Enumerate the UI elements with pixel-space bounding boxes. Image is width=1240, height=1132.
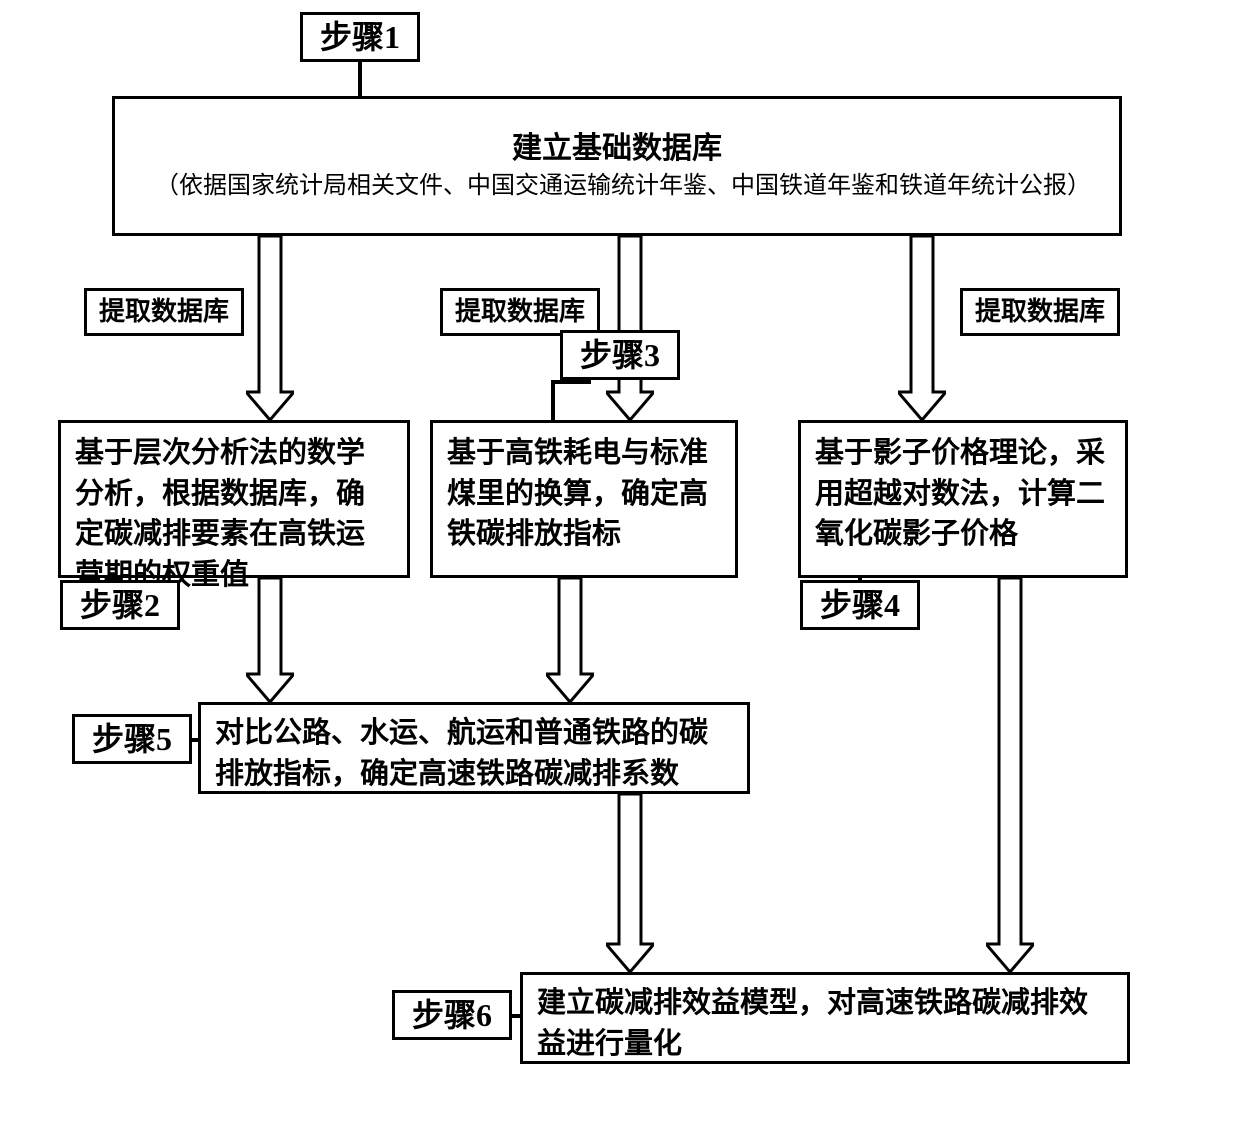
step-6-label: 步骤6 xyxy=(392,990,512,1040)
database-box: 建立基础数据库 （依据国家统计局相关文件、中国交通运输统计年鉴、中国铁道年鉴和铁… xyxy=(112,96,1122,236)
step-3-text: 步骤3 xyxy=(580,333,660,378)
shadow-box: 基于影子价格理论，采用超越对数法，计算二氧化碳影子价格 xyxy=(798,420,1128,578)
arrow-shadow-final xyxy=(986,578,1034,972)
extract-label-1: 提取数据库 xyxy=(84,288,244,336)
final-box: 建立碳减排效益模型，对高速铁路碳减排效益进行量化 xyxy=(520,972,1130,1064)
step-3-label: 步骤3 xyxy=(560,330,680,380)
step-2-text: 步骤2 xyxy=(80,583,160,628)
step-6-text: 步骤6 xyxy=(412,993,492,1038)
step-5-label: 步骤5 xyxy=(72,714,192,764)
coal-box: 基于高铁耗电与标准煤里的换算，确定高铁碳排放指标 xyxy=(430,420,738,578)
extract-2-text: 提取数据库 xyxy=(455,294,585,330)
extract-label-3: 提取数据库 xyxy=(960,288,1120,336)
contrast-box: 对比公路、水运、航运和普通铁路的碳排放指标，确定高速铁路碳减排系数 xyxy=(198,702,750,794)
arrow-ahp-contrast xyxy=(246,578,294,702)
connector-s3-coal xyxy=(551,380,591,384)
step-4-label: 步骤4 xyxy=(800,580,920,630)
coal-text: 基于高铁耗电与标准煤里的换算，确定高铁碳排放指标 xyxy=(447,433,721,555)
step-4-text: 步骤4 xyxy=(820,583,900,628)
extract-3-text: 提取数据库 xyxy=(975,294,1105,330)
arrow-coal-contrast xyxy=(546,578,594,702)
arrow-db-shadow xyxy=(898,236,946,420)
step-5-text: 步骤5 xyxy=(92,717,172,762)
shadow-text: 基于影子价格理论，采用超越对数法，计算二氧化碳影子价格 xyxy=(815,433,1111,555)
extract-label-2: 提取数据库 xyxy=(440,288,600,336)
ahp-text: 基于层次分析法的数学分析，根据数据库，确定碳减排要素在高铁运营期的权重值 xyxy=(75,433,393,595)
step-2-label: 步骤2 xyxy=(60,580,180,630)
step-1-label: 步骤1 xyxy=(300,12,420,62)
connector-s4-shadow xyxy=(858,578,862,582)
step-1-text: 步骤1 xyxy=(320,15,400,60)
final-text: 建立碳减排效益模型，对高速铁路碳减排效益进行量化 xyxy=(537,983,1113,1064)
extract-1-text: 提取数据库 xyxy=(99,294,229,330)
arrow-contrast-final xyxy=(606,794,654,972)
arrow-db-ahp xyxy=(246,236,294,420)
arrow-db-coal xyxy=(606,236,654,420)
flowchart-canvas: 步骤1 建立基础数据库 （依据国家统计局相关文件、中国交通运输统计年鉴、中国铁道… xyxy=(0,0,1240,1132)
database-title: 建立基础数据库 xyxy=(512,128,722,170)
connector-s3-coal-v xyxy=(551,380,555,420)
contrast-text: 对比公路、水运、航运和普通铁路的碳排放指标，确定高速铁路碳减排系数 xyxy=(215,713,733,794)
connector-s2-ahp xyxy=(118,578,122,582)
database-subtitle: （依据国家统计局相关文件、中国交通运输统计年鉴、中国铁道年鉴和铁道年统计公报） xyxy=(125,170,1109,204)
ahp-box: 基于层次分析法的数学分析，根据数据库，确定碳减排要素在高铁运营期的权重值 xyxy=(58,420,410,578)
connector-s1-db xyxy=(358,62,362,96)
